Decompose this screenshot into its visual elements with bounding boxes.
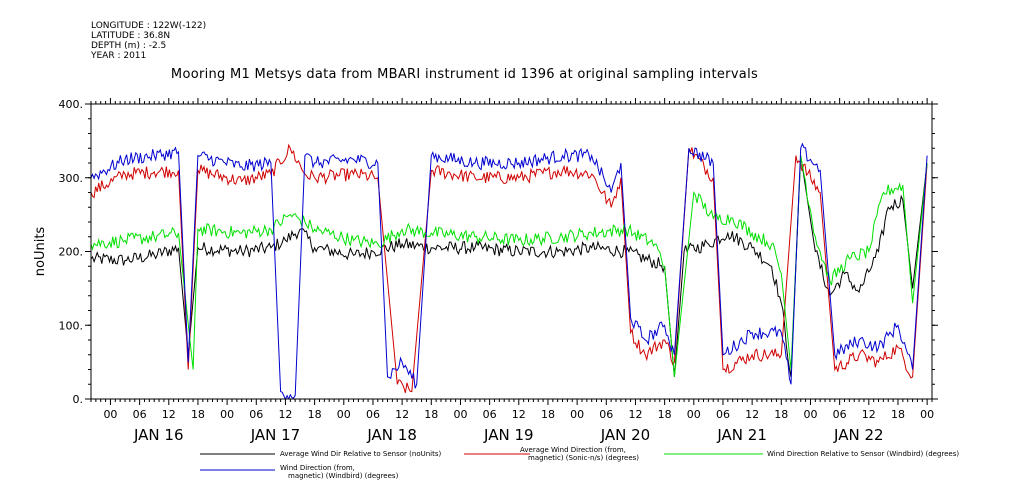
- x-hour-label: 00: [687, 408, 701, 421]
- y-tick-label: 300.: [59, 172, 84, 185]
- x-hour-label: 00: [220, 408, 234, 421]
- x-hour-label: 00: [103, 408, 117, 421]
- y-axis-label: noUnits: [33, 227, 48, 277]
- x-hour-label: 06: [249, 408, 263, 421]
- depth-label: DEPTH (m) : -2.5: [91, 41, 167, 51]
- latitude-label: LATITUDE : 36.8N: [91, 31, 171, 41]
- x-hour-label: 00: [337, 408, 351, 421]
- chart-title: Mooring M1 Metsys data from MBARI instru…: [170, 67, 759, 82]
- x-hour-label: 18: [891, 408, 905, 421]
- x-hour-label: 18: [191, 408, 205, 421]
- metadata-block: LONGITUDE : 122W(-122) LATITUDE : 36.8N …: [91, 21, 206, 61]
- x-hour-label: 12: [395, 408, 409, 421]
- x-hour-label: 18: [541, 408, 555, 421]
- x-hour-label: 00: [803, 408, 817, 421]
- x-hour-label: 06: [599, 408, 613, 421]
- legend-label: magnetic) (Windbird) (degrees): [288, 472, 399, 480]
- x-day-label: JAN 20: [600, 426, 651, 444]
- legend: Average Wind Dir Relative to Sensor (noU…: [200, 446, 959, 480]
- x-hour-label: 18: [774, 408, 788, 421]
- x-hour-label: 18: [658, 408, 672, 421]
- x-day-label: JAN 17: [250, 426, 301, 444]
- x-hour-label: 00: [453, 408, 467, 421]
- series-layer: [91, 142, 928, 399]
- x-hour-label: 12: [278, 408, 292, 421]
- legend-label: Wind Direction Relative to Sensor (Windb…: [767, 450, 959, 458]
- x-hour-label: 00: [570, 408, 584, 421]
- x-day-label: JAN 19: [483, 426, 534, 444]
- series-line-0: [91, 155, 928, 377]
- series-line-2: [91, 155, 928, 377]
- y-tick-label: 0.: [73, 393, 84, 406]
- y-tick-label: 200.: [59, 246, 84, 259]
- x-hour-label: 06: [483, 408, 497, 421]
- series-line-1: [91, 143, 928, 393]
- x-hour-label: 12: [745, 408, 759, 421]
- legend-label: Average Wind Dir Relative to Sensor (noU…: [280, 450, 441, 458]
- legend-label: Average Wind Direction (from,: [520, 446, 626, 454]
- x-day-label: JAN 16: [133, 426, 184, 444]
- x-day-label: JAN 22: [833, 426, 884, 444]
- x-hour-label: 18: [308, 408, 322, 421]
- x-hour-label: 12: [162, 408, 176, 421]
- year-label: YEAR : 2011: [91, 51, 147, 61]
- x-hour-label: 18: [424, 408, 438, 421]
- longitude-label: LONGITUDE : 122W(-122): [91, 21, 207, 31]
- x-hour-label: 00: [920, 408, 934, 421]
- x-hour-label: 12: [862, 408, 876, 421]
- axes-layer: 0. 100. 200. 300. 400. noUnits 00 06 12 18 00 06 12 1…: [33, 98, 938, 444]
- x-hour-label: 12: [628, 408, 642, 421]
- legend-label: Wind Direction (from,: [280, 464, 355, 472]
- x-hour-label: 06: [366, 408, 380, 421]
- x-hour-label: 06: [716, 408, 730, 421]
- legend-label: magnetic) (Sonic-n/s) (degrees): [528, 454, 639, 462]
- x-day-label: JAN 18: [366, 426, 417, 444]
- y-tick-label: 400.: [59, 98, 84, 111]
- x-hour-label: 06: [133, 408, 147, 421]
- series-line-3: [91, 142, 928, 399]
- y-tick-label: 100.: [59, 319, 84, 332]
- x-hour-label: 12: [512, 408, 526, 421]
- x-hour-label: 06: [833, 408, 847, 421]
- x-day-label: JAN 21: [716, 426, 767, 444]
